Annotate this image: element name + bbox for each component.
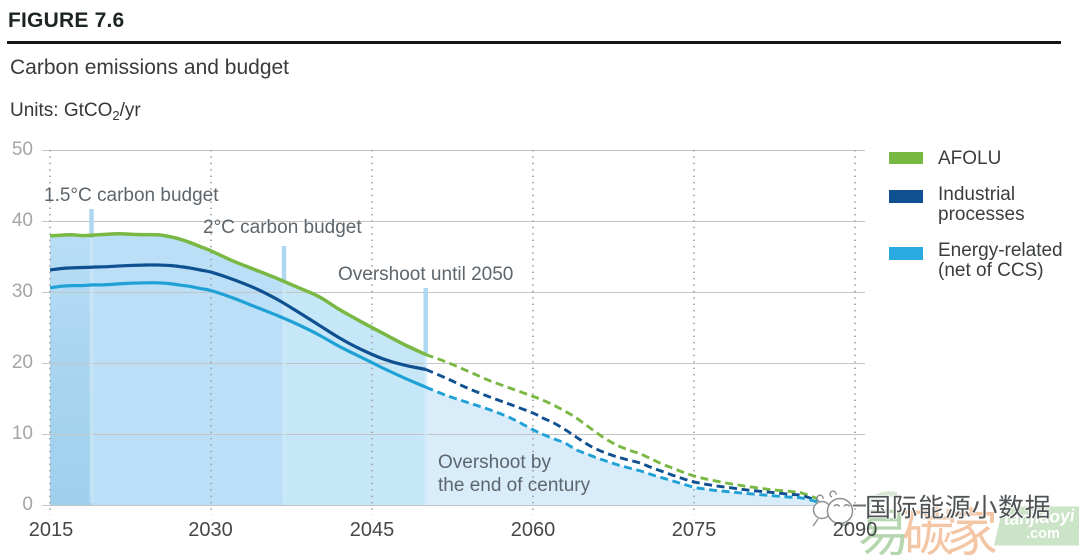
- svg-text:.com: .com: [1026, 526, 1060, 542]
